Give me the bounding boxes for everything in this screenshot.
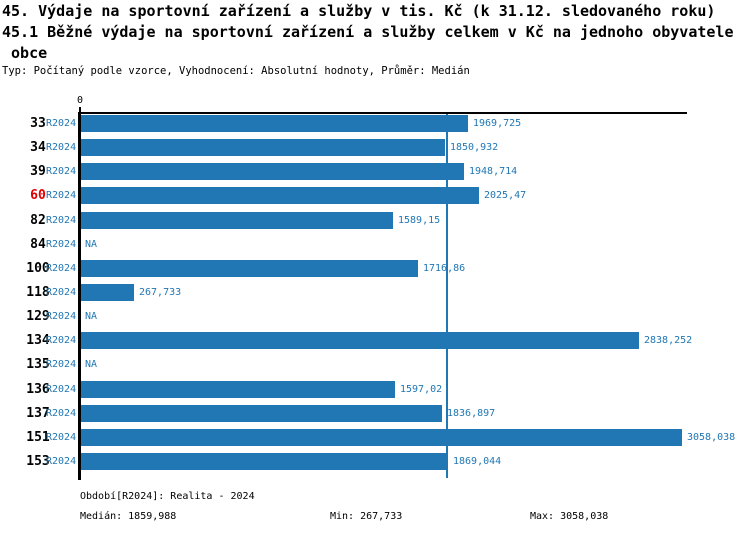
row-id-label: 84 — [30, 237, 46, 252]
footer-period-label: Období[R2024]: Realita - 2024 — [80, 491, 255, 502]
row-id-label: 118 — [26, 285, 50, 300]
row-period-label: R2024 — [46, 408, 77, 419]
row-id-label: 129 — [26, 309, 50, 324]
chart-row: 151 R2024 3058,038 — [0, 426, 750, 450]
value-label: 1597,02 — [400, 384, 443, 395]
value-label: 267,733 — [139, 287, 182, 298]
footer-min-stat: Min: 267,733 — [330, 511, 403, 522]
chart-row: 84 R2024 NA — [0, 233, 750, 257]
chart-row: 60 R2024 2025,47 — [0, 184, 750, 208]
median-line — [446, 114, 448, 478]
row-period-label: R2024 — [46, 287, 77, 298]
value-label: NA — [85, 311, 98, 322]
row-id-label: 34 — [30, 140, 46, 155]
row-period-label: R2024 — [46, 215, 77, 226]
value-bar — [81, 187, 479, 204]
chart-row: 136 R2024 1597,02 — [0, 378, 750, 402]
chart-row: 137 R2024 1836,897 — [0, 402, 750, 426]
chart-row: 39 R2024 1948,714 — [0, 160, 750, 184]
y-axis-line — [78, 112, 81, 480]
chart-row: 118 R2024 267,733 — [0, 281, 750, 305]
row-period-label: R2024 — [46, 311, 77, 322]
chart-row: 34 R2024 1850,932 — [0, 136, 750, 160]
row-id-label: 82 — [30, 213, 46, 228]
value-bar — [81, 115, 468, 132]
value-label: 2025,47 — [484, 190, 527, 201]
row-period-label: R2024 — [46, 359, 77, 370]
row-period-label: R2024 — [46, 166, 77, 177]
row-id-label: 100 — [26, 261, 50, 276]
row-id-label: 135 — [26, 357, 50, 372]
value-label: 2838,252 — [644, 335, 693, 346]
row-id-label: 60 — [30, 188, 46, 203]
value-label: 1589,15 — [398, 215, 441, 226]
indicator-meta-line: Typ: Počítaný podle vzorce, Vyhodnocení:… — [2, 65, 470, 77]
value-bar — [81, 139, 445, 156]
value-bar — [81, 332, 639, 349]
chart-row: 153 R2024 1869,044 — [0, 450, 750, 474]
value-label: 1716,86 — [423, 263, 466, 274]
row-period-label: R2024 — [46, 432, 77, 443]
value-bar — [81, 212, 393, 229]
page-subtitle: 45.1 Běžné výdaje na sportovní zařízení … — [2, 23, 734, 41]
x-axis-tick — [79, 107, 81, 113]
value-bar — [81, 284, 134, 301]
chart-row: 100 R2024 1716,86 — [0, 257, 750, 281]
value-bar — [81, 260, 418, 277]
row-period-label: R2024 — [46, 456, 77, 467]
row-id-label: 153 — [26, 454, 50, 469]
page-title: 45. Výdaje na sportovní zařízení a služb… — [2, 2, 716, 20]
row-period-label: R2024 — [46, 335, 77, 346]
row-period-label: R2024 — [46, 263, 77, 274]
row-period-label: R2024 — [46, 239, 77, 250]
value-label: 1948,714 — [469, 166, 518, 177]
row-id-label: 33 — [30, 116, 46, 131]
value-label: 1850,932 — [450, 142, 499, 153]
page-subtitle-wrap: obce — [2, 44, 48, 62]
value-label: NA — [85, 239, 98, 250]
row-period-label: R2024 — [46, 142, 77, 153]
row-id-label: 39 — [30, 164, 46, 179]
value-bar — [81, 453, 448, 470]
value-bar — [81, 381, 395, 398]
chart-row: 135 R2024 NA — [0, 353, 750, 377]
row-id-label: 134 — [26, 333, 50, 348]
value-label: 1969,725 — [473, 118, 522, 129]
chart-row: 134 R2024 2838,252 — [0, 329, 750, 353]
row-id-label: 136 — [26, 382, 50, 397]
row-period-label: R2024 — [46, 384, 77, 395]
row-period-label: R2024 — [46, 190, 77, 201]
row-period-label: R2024 — [46, 118, 77, 129]
footer-median-stat: Medián: 1859,988 — [80, 511, 177, 522]
x-axis-line — [78, 112, 687, 114]
chart-row: 33 R2024 1969,725 — [0, 112, 750, 136]
value-bar — [81, 405, 442, 422]
value-label: 3058,038 — [687, 432, 736, 443]
chart-row: 82 R2024 1589,15 — [0, 209, 750, 233]
value-label: 1836,897 — [447, 408, 496, 419]
value-bar — [81, 429, 682, 446]
footer-max-stat: Max: 3058,038 — [530, 511, 609, 522]
value-label: NA — [85, 359, 98, 370]
chart-row: 129 R2024 NA — [0, 305, 750, 329]
row-id-label: 137 — [26, 406, 50, 421]
row-id-label: 151 — [26, 430, 50, 445]
x-axis-zero-label: 0 — [76, 95, 84, 106]
value-label: 1869,044 — [453, 456, 502, 467]
value-bar — [81, 163, 464, 180]
